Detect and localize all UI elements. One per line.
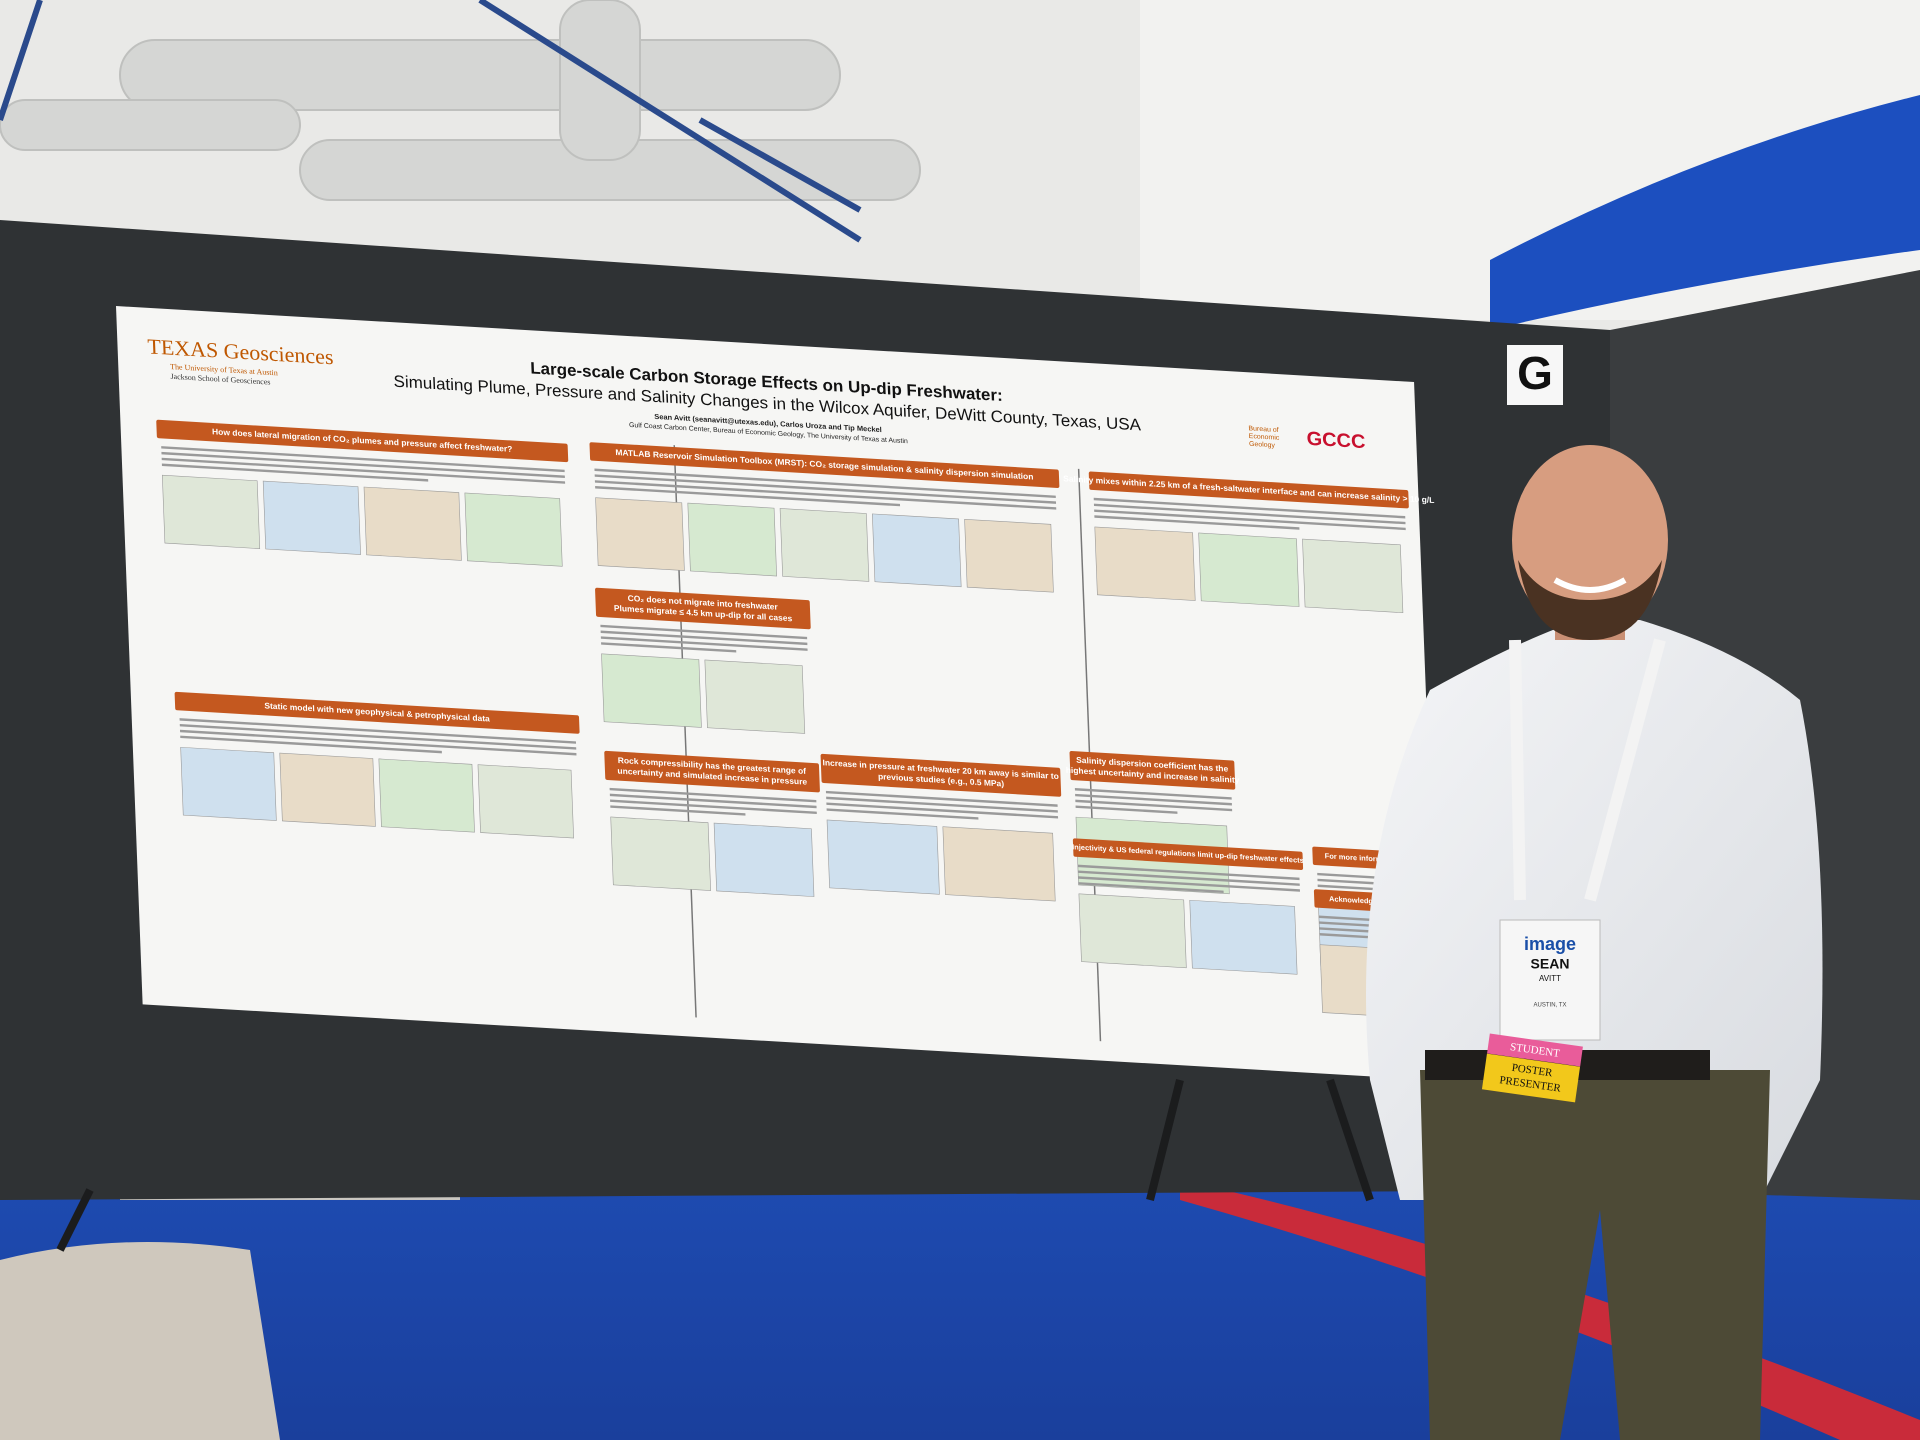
figure xyxy=(180,746,277,821)
figure xyxy=(595,497,685,571)
body-text xyxy=(1094,509,1406,531)
beard xyxy=(1518,560,1662,640)
body-text xyxy=(1093,503,1406,525)
body-text xyxy=(1075,793,1232,806)
figure xyxy=(378,758,475,833)
body-text xyxy=(179,729,577,756)
ribbon-student xyxy=(1487,1033,1583,1067)
badge-first-name: SEAN xyxy=(1531,956,1570,972)
section-header xyxy=(156,419,569,463)
badge-last-name: AVITT xyxy=(1539,974,1561,983)
body-text xyxy=(825,790,1058,807)
trusses xyxy=(0,0,862,243)
body-text xyxy=(1319,933,1379,939)
poster: TEXAS Geosciences The University of Texa… xyxy=(116,306,1441,1081)
body-text xyxy=(1075,799,1233,812)
body-text xyxy=(594,480,1057,510)
figure xyxy=(704,659,806,734)
badge xyxy=(1499,919,1601,1041)
section-header xyxy=(820,753,1062,797)
section-header xyxy=(604,750,820,793)
figure xyxy=(942,826,1056,902)
body-text xyxy=(594,468,1056,499)
head xyxy=(1512,445,1668,635)
body-text xyxy=(609,793,817,809)
body-text xyxy=(600,636,808,651)
body-text xyxy=(179,723,577,750)
beg-logo: Economic xyxy=(1249,433,1280,442)
body-text xyxy=(826,802,1059,819)
body-text xyxy=(1093,497,1406,519)
blue-banner xyxy=(1490,95,1920,330)
body-text xyxy=(161,451,565,478)
presenter: image SEAN AVITT AUSTIN, TX STUDENT POST… xyxy=(1366,445,1823,1440)
section-header xyxy=(174,691,580,734)
figure xyxy=(964,518,1054,593)
body-text xyxy=(180,735,442,754)
body-text xyxy=(609,787,817,803)
section-header xyxy=(595,587,811,630)
beg-logo: Geology xyxy=(1249,441,1276,449)
badge-city: AUSTIN, TX xyxy=(1534,1003,1567,1009)
figure xyxy=(279,752,376,827)
booth-sign xyxy=(1507,345,1563,405)
figure xyxy=(262,480,361,555)
section-header xyxy=(589,442,1060,488)
ribbon-presenter xyxy=(1481,1053,1581,1103)
booth-letter: G xyxy=(1517,347,1553,399)
beg-logo: Bureau of xyxy=(1248,425,1279,434)
gccc-logo: GCCC xyxy=(1306,428,1366,453)
body-text xyxy=(601,642,737,653)
body-text xyxy=(826,796,1058,813)
body-text xyxy=(1094,515,1300,530)
figure xyxy=(477,764,574,839)
figure xyxy=(1078,893,1187,969)
section-header xyxy=(1069,751,1236,790)
body-text xyxy=(826,808,979,820)
body-text xyxy=(594,474,1057,504)
body-text xyxy=(161,457,566,484)
figure xyxy=(1198,532,1300,607)
body-text xyxy=(595,486,901,507)
figure xyxy=(687,502,777,577)
figure xyxy=(1302,538,1404,614)
figure xyxy=(161,474,261,549)
figure xyxy=(1094,526,1196,601)
body-text xyxy=(179,718,577,744)
body-text xyxy=(600,624,808,640)
body-text xyxy=(610,799,817,815)
smile xyxy=(1553,577,1627,593)
body-text xyxy=(1075,805,1178,814)
figure xyxy=(1189,899,1298,975)
body-text xyxy=(1078,876,1300,892)
body-text xyxy=(610,805,746,816)
chair xyxy=(0,1242,280,1440)
figure xyxy=(601,653,702,728)
ribbon-presenter-text: POSTER xyxy=(1511,1062,1554,1080)
lanyard xyxy=(1509,638,1666,902)
board-legs xyxy=(56,1078,1374,1252)
body-text xyxy=(1074,788,1232,800)
figure xyxy=(779,508,870,582)
figure xyxy=(826,819,940,895)
badge-event: image xyxy=(1524,934,1576,954)
body-text xyxy=(161,463,429,482)
section-header xyxy=(1088,471,1409,509)
section-header xyxy=(1072,838,1304,871)
figure xyxy=(363,486,462,561)
figure xyxy=(872,513,962,588)
trousers xyxy=(1420,1070,1770,1440)
figure xyxy=(464,492,563,567)
body-text xyxy=(1078,870,1300,886)
figure xyxy=(713,822,815,897)
body-text xyxy=(600,630,808,646)
body-text xyxy=(1078,882,1224,894)
figure xyxy=(610,816,711,891)
body-text xyxy=(161,446,565,473)
body-text xyxy=(1077,864,1300,881)
